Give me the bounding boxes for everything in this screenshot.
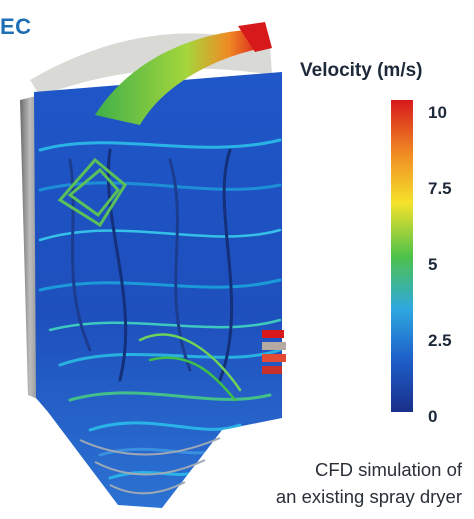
dryer-chamber	[34, 72, 282, 508]
velocity-colorbar	[391, 100, 413, 412]
tick-label: 5	[428, 256, 437, 273]
tick-label: 0	[428, 408, 437, 425]
caption-line: CFD simulation of	[162, 456, 462, 483]
tick-label: 7.5	[428, 180, 452, 197]
tick-label: 10	[428, 104, 447, 121]
legend-title: Velocity (m/s)	[300, 60, 423, 82]
caption-line: an existing spray dryer	[162, 483, 462, 510]
tick-label: 2.5	[428, 332, 452, 349]
cfd-simulation-image	[0, 0, 330, 519]
caption: CFD simulation of an existing spray drye…	[162, 456, 462, 510]
